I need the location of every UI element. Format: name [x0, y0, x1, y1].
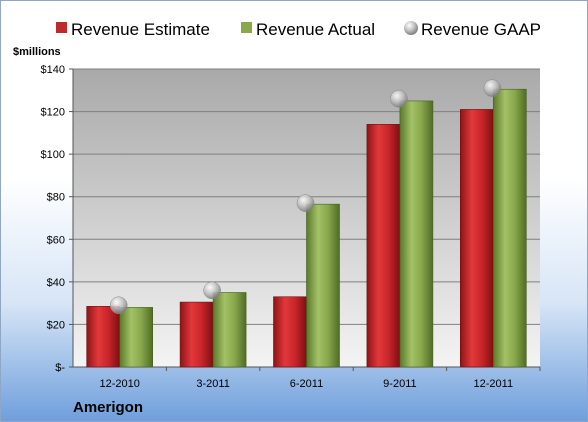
legend-label-actual: Revenue Actual	[256, 20, 375, 39]
x-tick-label: 6-2011	[290, 378, 323, 390]
y-tick-label: $-	[55, 362, 65, 374]
legend-swatch-estimate	[56, 22, 67, 33]
bar-revenue-estimate	[459, 109, 494, 368]
legend-marker-gaap	[404, 21, 418, 35]
y-tick-label: $60	[47, 234, 65, 246]
x-tick-label: 9-2011	[383, 378, 416, 390]
y-tick-label: $40	[47, 277, 65, 289]
y-tick-label: $120	[41, 107, 65, 119]
bar-revenue-estimate	[86, 306, 120, 368]
marker-revenue-gaap	[296, 194, 315, 212]
x-axis: 12-2010 3-2011 6-2011 9-2011 12-2011	[100, 367, 541, 390]
gaap-markers	[109, 79, 502, 315]
y-tick-label: $140	[41, 64, 65, 76]
bar-revenue-estimate	[273, 296, 307, 368]
bar-revenue-actual	[492, 88, 527, 368]
y-tick-label: $100	[41, 149, 65, 161]
marker-revenue-gaap	[109, 296, 128, 315]
bar-revenue-estimate	[366, 124, 401, 368]
marker-revenue-gaap	[203, 281, 221, 300]
legend: Revenue Estimate Revenue Actual Revenue …	[56, 20, 541, 39]
marker-revenue-gaap	[483, 79, 502, 97]
y-axis: $- $20 $40 $60 $80 $100 $120 $140	[41, 64, 540, 374]
legend-label-estimate: Revenue Estimate	[71, 20, 210, 39]
y-tick-label: $80	[47, 192, 65, 204]
bar-revenue-actual	[399, 100, 434, 368]
legend-swatch-actual	[241, 22, 252, 33]
bars	[86, 88, 527, 368]
legend-label-gaap: Revenue GAAP	[421, 20, 541, 39]
bar-revenue-estimate	[179, 301, 214, 368]
company-label: Amerigon	[73, 399, 143, 416]
x-tick-label: 12-2010	[100, 378, 140, 390]
marker-revenue-gaap	[390, 90, 408, 108]
bar-revenue-actual	[212, 292, 247, 368]
x-tick-label: 3-2011	[196, 378, 229, 390]
bar-revenue-actual	[306, 203, 340, 368]
y-tick-label: $20	[47, 319, 65, 331]
unit-label: $millions	[13, 46, 61, 58]
bar-revenue-actual	[119, 307, 153, 368]
x-tick-label: 12-2011	[474, 378, 514, 390]
